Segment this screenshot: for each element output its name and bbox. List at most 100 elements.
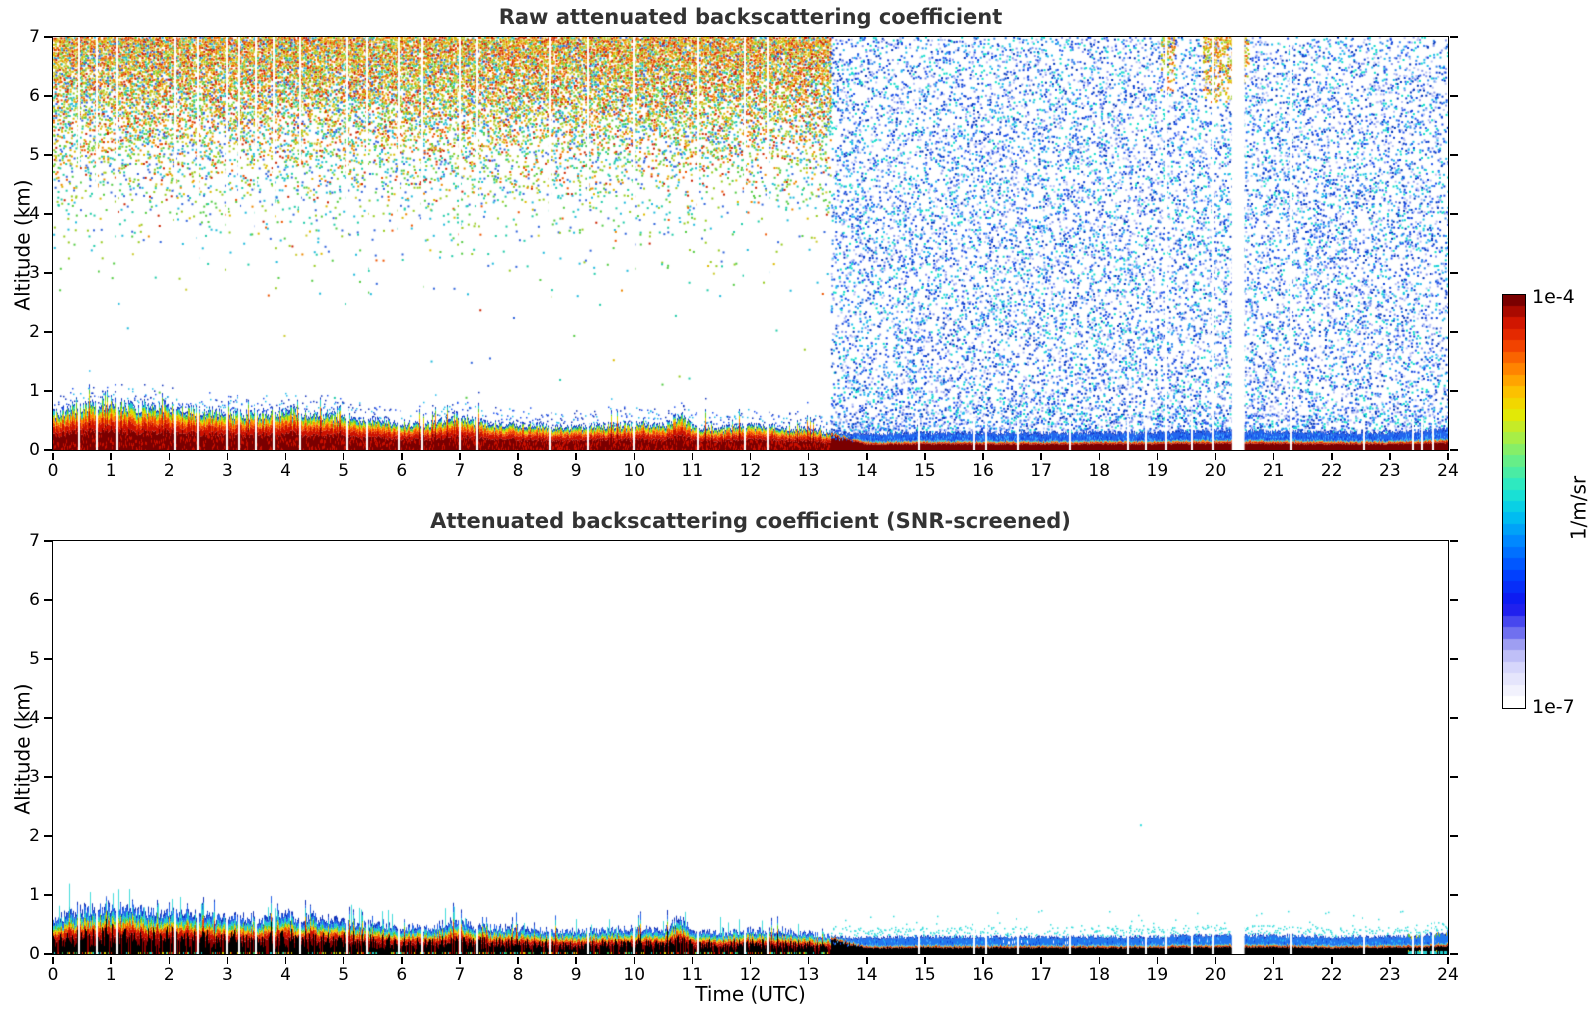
- y-tick-mark: [43, 154, 52, 156]
- y-tick-mark: [43, 449, 52, 451]
- x-tick-label: 1: [105, 965, 117, 985]
- x-tick-mark: [633, 452, 635, 460]
- x-tick-mark: [1098, 452, 1100, 460]
- x-tick-label: 7: [454, 965, 466, 985]
- screened-heatmap-canvas: [52, 540, 1448, 954]
- x-tick-mark: [924, 452, 926, 460]
- x-tick-mark: [342, 452, 345, 460]
- y-tick-label: 2: [29, 322, 40, 342]
- x-tick-mark: [1156, 452, 1159, 460]
- x-tick-mark: [982, 956, 984, 964]
- x-tick-label: 9: [570, 965, 582, 985]
- y-tick-mark-right: [1449, 835, 1458, 837]
- y-tick-mark: [43, 390, 52, 392]
- x-tick-mark: [924, 956, 926, 964]
- y-tick-label: 1: [29, 885, 40, 905]
- y-tick-mark: [43, 36, 52, 38]
- x-tick-label: 20: [1204, 965, 1227, 985]
- x-tick-mark: [1447, 956, 1449, 964]
- y-tick-mark-right: [1449, 154, 1458, 156]
- x-tick-label: 18: [1088, 965, 1111, 985]
- x-tick-label: 13: [797, 461, 820, 481]
- y-tick-mark-right: [1449, 390, 1458, 392]
- x-tick-label: 10: [623, 965, 646, 985]
- x-tick-mark: [575, 956, 577, 964]
- x-tick-mark: [807, 956, 810, 964]
- y-tick-label: 7: [29, 27, 40, 47]
- y-tick-label: 0: [29, 440, 40, 460]
- x-tick-label: 22: [1320, 965, 1343, 985]
- x-tick-mark: [1272, 956, 1275, 964]
- y-tick-mark: [43, 272, 52, 274]
- x-axis-label: Time (UTC): [695, 982, 806, 1006]
- y-tick-label: 3: [29, 767, 40, 787]
- x-tick-label: 8: [512, 965, 524, 985]
- x-tick-mark: [1447, 452, 1449, 460]
- y-tick-mark: [43, 835, 52, 837]
- y-tick-mark: [43, 776, 52, 778]
- x-tick-mark: [459, 956, 461, 964]
- x-tick-mark: [866, 452, 868, 460]
- y-tick-label: 4: [29, 204, 40, 224]
- x-tick-mark: [1098, 956, 1100, 964]
- y-tick-mark-right: [1449, 953, 1458, 955]
- x-tick-mark: [575, 452, 577, 460]
- y-tick-label: 2: [29, 826, 40, 846]
- x-tick-label: 10: [623, 461, 646, 481]
- x-tick-label: 11: [681, 965, 704, 985]
- x-tick-label: 16: [972, 965, 994, 985]
- x-tick-label: 15: [914, 965, 936, 985]
- x-tick-label: 8: [512, 461, 524, 481]
- x-tick-mark: [284, 956, 287, 964]
- x-tick-mark: [982, 452, 984, 460]
- x-tick-mark: [1331, 956, 1333, 964]
- x-tick-mark: [226, 452, 229, 460]
- x-tick-label: 21: [1262, 461, 1285, 481]
- x-tick-label: 6: [396, 461, 408, 481]
- y-tick-mark: [43, 540, 52, 542]
- x-tick-mark: [1214, 956, 1217, 964]
- raw-heatmap-canvas: [52, 36, 1448, 450]
- x-tick-mark: [52, 452, 54, 460]
- x-tick-mark: [401, 452, 403, 460]
- raw-plot-area: [51, 35, 1449, 451]
- x-tick-label: 18: [1088, 461, 1111, 481]
- x-tick-label: 4: [280, 965, 291, 985]
- x-tick-mark: [1272, 452, 1275, 460]
- x-tick-mark: [691, 956, 694, 964]
- y-tick-mark: [43, 213, 52, 215]
- y-tick-label: 7: [29, 531, 40, 551]
- x-tick-label: 19: [1146, 461, 1169, 481]
- x-tick-label: 17: [1030, 461, 1052, 481]
- y-tick-mark: [43, 658, 52, 660]
- x-tick-label: 20: [1204, 461, 1227, 481]
- x-tick-mark: [1040, 452, 1042, 460]
- y-tick-label: 5: [29, 145, 40, 165]
- y-tick-label: 4: [29, 708, 40, 728]
- x-tick-label: 13: [797, 965, 820, 985]
- x-tick-mark: [226, 956, 229, 964]
- x-tick-mark: [1389, 956, 1391, 964]
- y-tick-mark-right: [1449, 331, 1458, 333]
- y-tick-mark-right: [1449, 95, 1458, 97]
- y-tick-mark: [43, 894, 52, 896]
- x-tick-label: 15: [914, 461, 936, 481]
- x-tick-label: 0: [47, 461, 59, 481]
- screened-plot-title: Attenuated backscattering coefficient (S…: [430, 509, 1071, 533]
- x-tick-mark: [749, 452, 752, 460]
- x-tick-mark: [168, 956, 170, 964]
- x-tick-mark: [52, 956, 54, 964]
- x-tick-mark: [110, 452, 112, 460]
- x-tick-mark: [866, 956, 868, 964]
- x-tick-label: 5: [338, 461, 350, 481]
- colorbar-units-label: 1/m/sr: [1566, 475, 1590, 541]
- y-tick-mark: [43, 717, 52, 719]
- y-tick-mark-right: [1449, 894, 1458, 896]
- y-tick-mark-right: [1449, 717, 1458, 719]
- y-tick-mark-right: [1449, 540, 1458, 542]
- x-tick-mark: [1389, 452, 1391, 460]
- x-tick-label: 0: [47, 965, 59, 985]
- colorbar: [1501, 293, 1526, 709]
- y-tick-mark-right: [1449, 449, 1458, 451]
- x-tick-label: 12: [739, 461, 762, 481]
